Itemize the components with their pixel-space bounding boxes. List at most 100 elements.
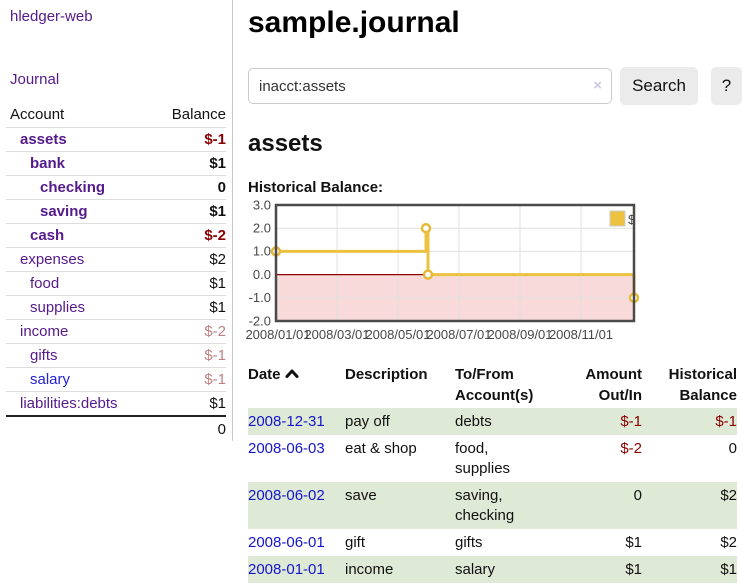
x-tick: 2008/11/01	[549, 327, 613, 342]
account-link-cash[interactable]: cash	[30, 227, 65, 244]
account-balance: $-2	[150, 319, 226, 344]
account-row-saving: saving $1	[6, 199, 226, 224]
transaction-amount: $1	[625, 534, 642, 551]
account-row-food: food $1	[6, 271, 226, 296]
accounts-header-balance: Balance	[171, 106, 226, 123]
register-row: 2008-01-01 income salary $1 $1	[248, 556, 737, 583]
transaction-amount: 0	[633, 487, 642, 504]
search-input[interactable]	[248, 68, 612, 104]
transaction-amount: $-2	[620, 440, 642, 457]
legend-label: $	[628, 212, 636, 227]
register-row: 2008-06-02 save saving, checking 0 $2	[248, 482, 737, 529]
transaction-date-link[interactable]: 2008-01-01	[248, 561, 325, 578]
page-title: sample.journal	[248, 6, 460, 39]
account-balance: $-1	[150, 367, 226, 392]
account-balance: $2	[150, 247, 226, 272]
account-link-saving[interactable]: saving	[40, 203, 88, 220]
account-link-supplies[interactable]: supplies	[30, 299, 86, 316]
register-header-amount: Amount Out/In	[585, 366, 642, 404]
transaction-balance: $1	[720, 561, 737, 578]
transaction-date-link[interactable]: 2008-12-31	[248, 413, 325, 430]
transaction-balance: $2	[720, 534, 737, 551]
transaction-amount: $-1	[620, 413, 642, 430]
account-link-food[interactable]: food	[30, 275, 60, 292]
historical-balance-chart: $ 3.0 2.0 1.0 0.0 -1.0 -2.0 2008/01/01 2…	[240, 199, 710, 347]
transaction-amount: $1	[625, 561, 642, 578]
account-balance: $-1	[150, 343, 226, 368]
register-row: 2008-06-03 eat & shop food, supplies $-2…	[248, 435, 737, 482]
x-tick: 2008/01/01	[245, 327, 310, 342]
search-button[interactable]: Search	[620, 67, 698, 105]
transaction-description: income	[345, 561, 394, 578]
account-balance: $-2	[150, 223, 226, 248]
transaction-accounts: debts	[455, 413, 492, 430]
transaction-balance: $-1	[715, 413, 737, 430]
account-balance: $-1	[150, 127, 226, 152]
accounts-total-value: 0	[150, 415, 226, 442]
transaction-description: pay off	[345, 413, 390, 430]
account-row-cash: cash $-2	[6, 223, 226, 248]
x-tick: 2008/07/01	[426, 327, 491, 342]
account-link-gifts[interactable]: gifts	[30, 347, 58, 364]
x-tick: 2008/09/01	[487, 327, 552, 342]
account-balance: $1	[150, 199, 226, 224]
y-tick: 0.0	[253, 267, 271, 282]
register-header-description: Description	[345, 366, 428, 383]
account-link-liabilities-debts[interactable]: liabilities:debts	[20, 395, 118, 412]
register-header-balance: Historical Balance	[668, 366, 737, 404]
chart-y-axis-labels: 3.0 2.0 1.0 0.0 -1.0 -2.0	[249, 199, 271, 329]
account-link-salary[interactable]: salary	[30, 371, 71, 388]
accounts-sidebar-table: Account Balance assets $-1 bank $1 check…	[6, 103, 226, 442]
x-tick: 2008/05/01	[365, 327, 430, 342]
account-link-bank[interactable]: bank	[30, 155, 66, 172]
sort-ascending-icon	[285, 364, 299, 385]
transaction-balance: $2	[720, 487, 737, 504]
legend-swatch	[609, 210, 626, 227]
register-header-date[interactable]: Date	[248, 362, 345, 408]
search-form: × Search ?	[248, 67, 742, 105]
app-title-link[interactable]: hledger-web	[10, 8, 93, 25]
account-row-bank: bank $1	[6, 151, 226, 176]
main-content: sample.journal × Search ? assets Histori…	[245, 0, 742, 583]
transaction-accounts: saving, checking	[455, 487, 515, 524]
account-row-gifts: gifts $-1	[6, 343, 226, 368]
transaction-accounts: salary	[455, 561, 496, 578]
account-heading: assets	[248, 130, 323, 157]
transaction-description: gift	[345, 534, 366, 551]
chart-legend: $	[609, 210, 636, 227]
transaction-date-link[interactable]: 2008-06-02	[248, 487, 325, 504]
transaction-accounts: gifts	[455, 534, 483, 551]
account-row-assets: assets $-1	[6, 127, 226, 152]
register-row: 2008-06-01 gift gifts $1 $2	[248, 529, 737, 556]
transaction-date-link[interactable]: 2008-06-01	[248, 534, 325, 551]
y-tick: 1.0	[253, 244, 271, 259]
help-button[interactable]: ?	[711, 67, 742, 105]
account-row-expenses: expenses $2	[6, 247, 226, 272]
y-tick: -2.0	[249, 314, 271, 329]
transaction-date-link[interactable]: 2008-06-03	[248, 440, 325, 457]
account-balance: $1	[150, 271, 226, 296]
sidebar-item-journal[interactable]: Journal	[10, 71, 60, 88]
account-link-assets[interactable]: assets	[20, 131, 67, 148]
account-balance: $1	[150, 391, 226, 416]
chart-section-label: Historical Balance:	[248, 179, 384, 196]
transaction-description: eat & shop	[345, 440, 417, 457]
chart-canvas: $ 3.0 2.0 1.0 0.0 -1.0 -2.0 2008/01/01 2…	[245, 199, 640, 342]
y-tick: 3.0	[253, 199, 271, 213]
y-tick: -1.0	[249, 290, 271, 305]
account-balance: $1	[150, 151, 226, 176]
accounts-header-row: Account Balance	[6, 103, 226, 128]
transaction-description: save	[345, 487, 377, 504]
accounts-total-row: 0	[6, 415, 226, 442]
chart-border	[274, 203, 636, 323]
register-table: Date Description To/From Account(s) Amou…	[248, 362, 737, 583]
account-balance: 0	[150, 175, 226, 200]
account-link-income[interactable]: income	[20, 323, 69, 340]
account-balance: $1	[150, 295, 226, 320]
account-row-supplies: supplies $1	[6, 295, 226, 320]
account-link-expenses[interactable]: expenses	[20, 251, 85, 268]
account-link-checking[interactable]: checking	[40, 179, 106, 196]
date-header-label: Date	[248, 366, 281, 383]
x-tick: 2008/03/01	[304, 327, 369, 342]
clear-search-icon[interactable]: ×	[593, 77, 602, 94]
